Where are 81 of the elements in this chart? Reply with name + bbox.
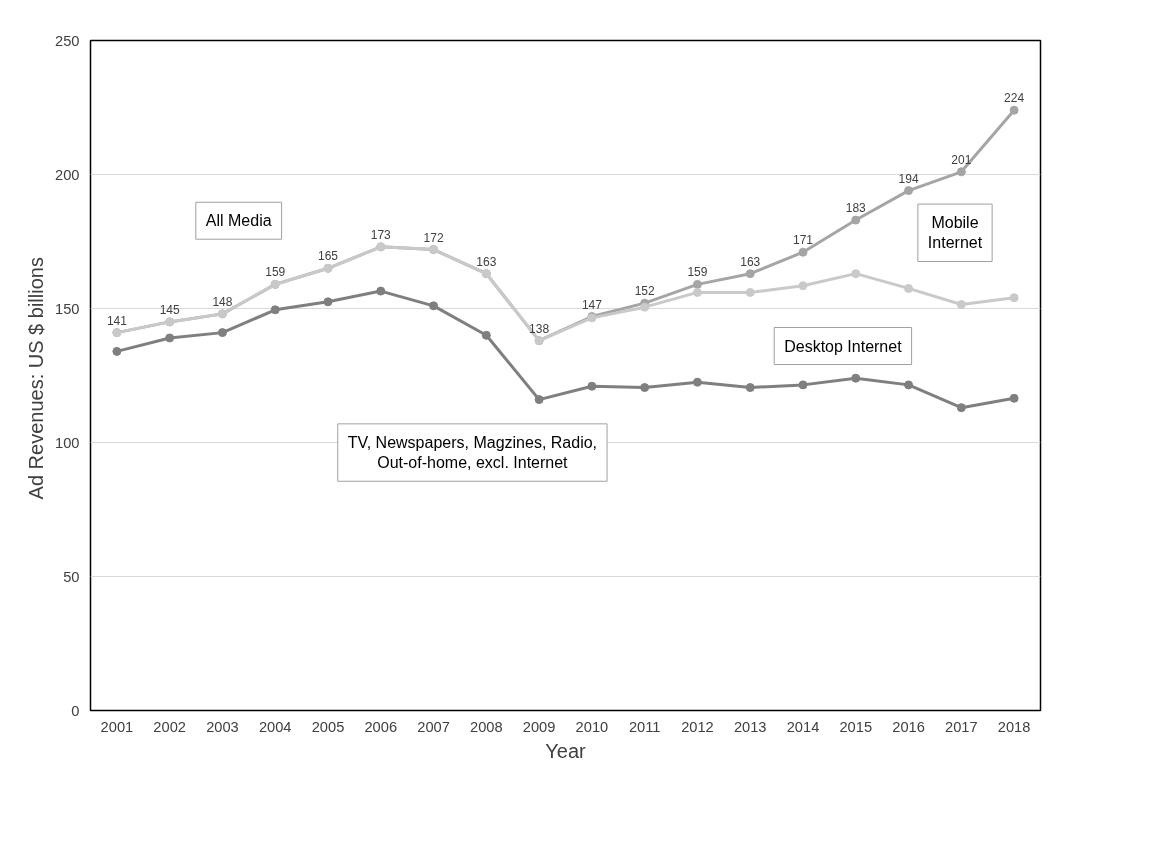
data-label: 201	[951, 152, 972, 167]
x-tick-label: 2003	[206, 718, 239, 735]
point	[851, 373, 861, 383]
point	[587, 381, 597, 391]
point	[851, 269, 861, 279]
x-tick-label: 2007	[417, 718, 450, 735]
x-tick-label: 2017	[945, 718, 978, 735]
point	[956, 299, 966, 309]
y-tick-label: 200	[55, 166, 80, 183]
point	[904, 186, 914, 196]
y-tick-label: 250	[55, 32, 80, 49]
x-tick-label: 2005	[311, 718, 345, 735]
x-tick-label: 2009	[522, 718, 556, 735]
point	[692, 287, 702, 297]
x-tick-label: 2013	[733, 718, 767, 735]
y-tick-label: 150	[55, 300, 80, 317]
point	[798, 281, 808, 291]
point	[323, 297, 333, 307]
x-tick-label: 2014	[786, 718, 820, 735]
annotation: Mobile Internet	[927, 214, 983, 252]
x-tick-label: 2018	[997, 718, 1031, 735]
y-tick-label: 0	[71, 702, 80, 719]
point	[745, 287, 755, 297]
x-tick-label: 2011	[628, 718, 661, 735]
y-tick-label: 50	[63, 568, 80, 585]
point	[745, 269, 755, 279]
point	[798, 380, 808, 390]
point	[692, 377, 702, 387]
point	[217, 328, 227, 338]
point	[1009, 393, 1019, 403]
point	[904, 380, 914, 390]
x-axis-title: Year	[545, 739, 587, 762]
point	[165, 333, 175, 343]
point	[956, 167, 966, 177]
data-label: 173	[370, 227, 392, 242]
point	[376, 286, 386, 296]
x-tick-label: 2002	[153, 718, 186, 735]
x-tick-label: 2012	[681, 718, 714, 735]
annotation: TV, Newspapers, Magzines, Radio, Out-of-home, excl. Internet	[347, 433, 598, 472]
data-label: 183	[845, 201, 867, 216]
point	[112, 346, 122, 356]
data-label: 141	[106, 313, 128, 328]
y-tick-label: 100	[55, 434, 80, 451]
data-label: 165	[317, 249, 339, 264]
data-label: 159	[265, 265, 286, 280]
x-tick-label: 2006	[364, 718, 398, 735]
x-tick-label: 2008	[470, 718, 503, 735]
x-tick-label: 2015	[839, 718, 873, 735]
point	[745, 383, 755, 393]
data-label: 171	[792, 233, 814, 248]
data-label: 159	[687, 265, 708, 280]
data-label: 163	[476, 254, 497, 269]
x-tick-label: 2016	[892, 718, 925, 735]
x-tick-label: 2001	[100, 718, 134, 735]
point	[851, 215, 861, 225]
x-tick-label: 2004	[258, 718, 292, 735]
data-label: 194	[898, 171, 919, 186]
data-label: 224	[1004, 91, 1025, 106]
data-label: 145	[159, 302, 180, 317]
point	[640, 302, 650, 312]
data-label: 172	[423, 230, 444, 245]
annotation: All Media	[205, 212, 272, 230]
point	[692, 279, 702, 289]
point	[640, 383, 650, 393]
point	[429, 301, 439, 311]
annotation: Desktop Internet	[784, 337, 903, 355]
y-axis-title: Ad Revenues: US $ billions	[25, 257, 48, 500]
data-label: 163	[740, 254, 761, 269]
point	[904, 283, 914, 293]
data-label: 152	[634, 284, 655, 299]
data-label: 148	[212, 294, 233, 309]
x-tick-label: 2010	[575, 718, 609, 735]
point	[270, 305, 280, 315]
point	[1009, 293, 1019, 303]
data-label: 147	[581, 297, 603, 312]
point	[956, 403, 966, 413]
data-label: 138	[529, 321, 550, 336]
point	[481, 330, 491, 340]
point	[1009, 105, 1019, 115]
point	[798, 247, 808, 257]
point	[534, 395, 544, 405]
